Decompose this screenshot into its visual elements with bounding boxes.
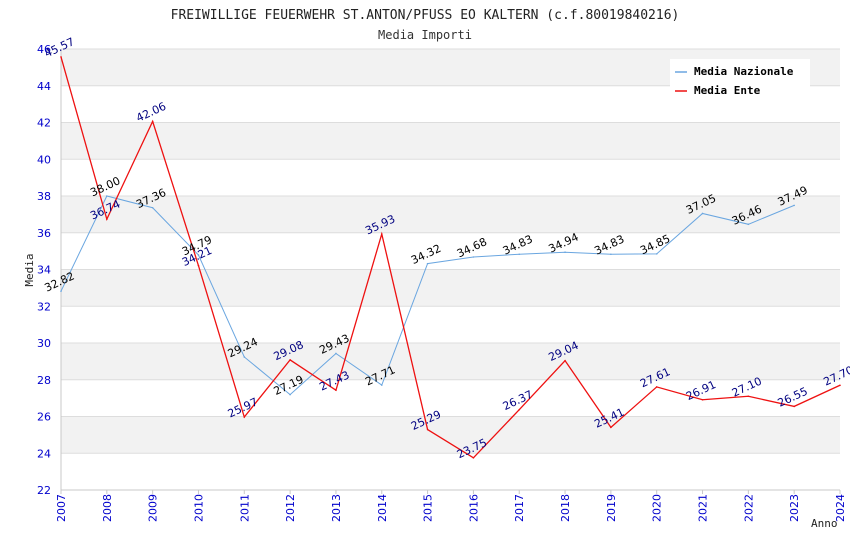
x-tick-label: 2015	[422, 494, 435, 522]
band-36	[61, 196, 840, 233]
y-tick-label: 24	[37, 447, 51, 460]
data-point-media-ente	[701, 398, 704, 401]
data-point-media-nazionale	[426, 262, 429, 265]
data-point-media-ente	[518, 408, 521, 411]
band-38	[61, 159, 840, 196]
y-tick-label: 28	[37, 374, 51, 387]
x-tick-label: 2010	[192, 494, 205, 522]
series-line-media-ente	[60, 56, 841, 459]
data-point-media-ente	[747, 395, 750, 398]
data-point-media-ente	[335, 389, 337, 392]
x-tick-label: 2024	[834, 494, 847, 522]
x-tick-label: 2020	[651, 494, 664, 522]
band-24	[61, 416, 840, 454]
x-tick-label: 2014	[376, 494, 389, 522]
series-group	[60, 56, 841, 459]
data-point-media-ente	[197, 264, 200, 267]
y-tick-label: 42	[37, 117, 51, 130]
data-point-media-nazionale	[380, 384, 383, 386]
data-point-media-ente	[610, 426, 612, 429]
data-point-media-ente	[151, 120, 154, 123]
plot-background-bands	[61, 48, 840, 491]
x-tick-label: 2023	[788, 494, 801, 522]
x-axis-ticks: 2007 2008 2009 2010 2011 2012 2013 2014 2015 2016…	[55, 490, 847, 522]
data-point-media-ente	[60, 56, 62, 58]
x-tick-label: 2008	[101, 494, 114, 522]
data-point-media-ente	[564, 359, 566, 362]
y-tick-label: 40	[37, 153, 51, 166]
data-point-media-nazionale	[701, 212, 704, 215]
data-point-media-ente	[243, 416, 246, 418]
legend-label-media-ente: Media Ente	[694, 84, 761, 97]
x-tick-label: 2007	[55, 494, 68, 522]
chart-title: FREIWILLIGE FEUERWEHR ST.ANTON/PFUSS EO …	[171, 8, 680, 23]
data-point-media-nazionale	[655, 253, 658, 255]
data-point-media-nazionale	[243, 356, 246, 358]
y-tick-label: 34	[37, 264, 51, 277]
data-point-media-nazionale	[151, 206, 154, 209]
legend: Media Nazionale Media Ente	[670, 59, 810, 103]
data-point-media-nazionale	[564, 251, 566, 254]
x-tick-label: 2016	[467, 494, 480, 522]
y-axis-ticks: 22 24 26 28 30 32 34 36 38 40 42 44 46	[37, 43, 51, 497]
data-point-media-nazionale	[335, 352, 337, 355]
data-point-media-nazionale	[610, 253, 612, 256]
y-tick-label: 22	[37, 484, 51, 497]
band-28	[61, 343, 840, 380]
y-tick-label: 26	[37, 411, 51, 424]
x-tick-label: 2021	[697, 494, 710, 522]
x-tick-label: 2009	[147, 494, 160, 522]
band-40	[61, 122, 840, 160]
legend-label-media-nazionale: Media Nazionale	[694, 65, 794, 78]
band-30	[61, 306, 840, 343]
data-point-media-nazionale	[793, 204, 795, 207]
band-32	[61, 269, 840, 307]
x-tick-label: 2019	[605, 494, 618, 522]
legend-box	[670, 59, 810, 103]
x-tick-label: 2018	[559, 494, 572, 522]
x-tick-label: 2012	[284, 494, 297, 522]
chart-subtitle: Media Importi	[378, 28, 472, 42]
data-point-media-ente	[839, 384, 841, 387]
data-point-media-ente	[106, 218, 108, 220]
data-point-media-nazionale	[60, 290, 62, 292]
y-tick-label: 38	[37, 190, 51, 203]
y-tick-label: 36	[37, 227, 51, 240]
data-point-media-ente	[472, 457, 475, 459]
data-point-media-nazionale	[747, 223, 750, 226]
y-axis-label: Media	[23, 253, 36, 286]
data-point-media-ente	[655, 386, 658, 388]
x-tick-label: 2017	[513, 494, 526, 522]
data-point-media-nazionale	[518, 253, 521, 256]
x-tick-label: 2022	[742, 494, 755, 522]
data-point-media-nazionale	[289, 393, 291, 396]
band-34	[61, 232, 840, 270]
y-tick-label: 30	[37, 337, 51, 350]
y-tick-label: 44	[37, 80, 51, 93]
x-axis-label: Anno	[811, 517, 838, 530]
data-point-media-nazionale	[197, 254, 200, 256]
data-point-media-ente	[289, 359, 291, 361]
data-point-media-nazionale	[106, 195, 108, 197]
data-point-media-ente	[380, 233, 383, 235]
x-tick-label: 2013	[330, 494, 343, 522]
band-22	[61, 453, 840, 490]
band-26	[61, 379, 840, 417]
data-point-media-ente	[793, 405, 795, 408]
data-point-media-ente	[426, 428, 429, 431]
x-tick-label: 2011	[238, 494, 251, 522]
data-point-media-nazionale	[472, 256, 475, 258]
y-tick-label: 32	[37, 300, 51, 313]
y-tick-label: 46	[37, 43, 51, 56]
